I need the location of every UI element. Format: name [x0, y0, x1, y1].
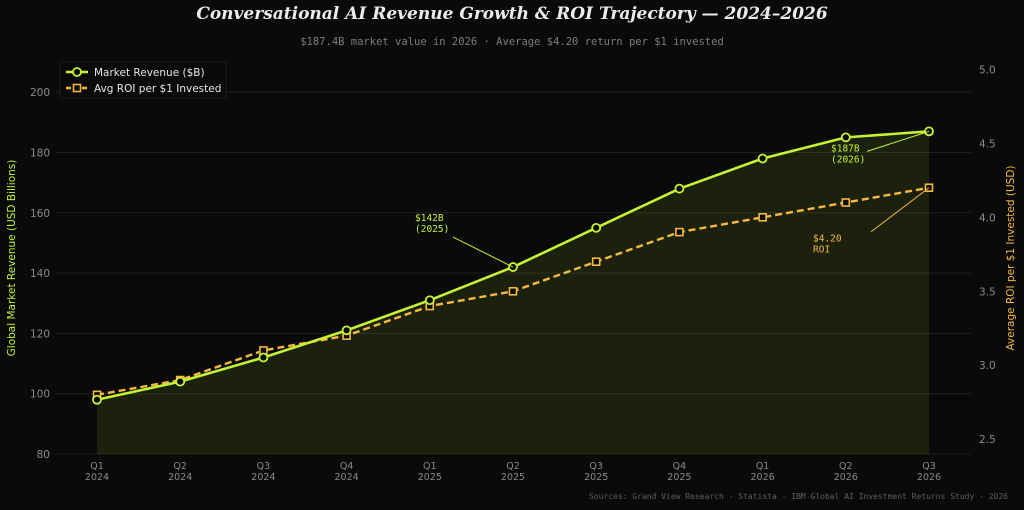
legend-revenue-marker	[72, 67, 82, 77]
revenue-point	[424, 295, 435, 306]
revenue-point	[175, 376, 186, 387]
annotation-leader	[452, 236, 514, 268]
y2-axis-title: Average ROI per $1 Invested (USD)	[1005, 165, 1017, 350]
revenue-point	[341, 325, 352, 336]
x-tick-label: Q3 2026	[917, 461, 941, 483]
revenue-point	[674, 183, 685, 194]
roi-point	[841, 198, 851, 207]
y-tick-label: 140	[30, 268, 50, 280]
x-tick-label: Q2 2025	[501, 461, 525, 483]
source-note: Sources: Grand View Research · Statista …	[588, 492, 1008, 501]
y2-tick-label: 4.5	[979, 138, 996, 150]
roi-point	[591, 257, 601, 266]
y-tick-label: 100	[30, 389, 50, 401]
x-tick-label: Q4 2025	[667, 461, 691, 483]
legend-roi-label: Avg ROI per $1 Invested	[94, 83, 221, 95]
legend-revenue-label: Market Revenue ($B)	[94, 67, 205, 79]
x-tick-label: Q1 2025	[418, 461, 442, 483]
roi-point	[758, 213, 767, 222]
revenue-point	[258, 352, 269, 363]
y2-tick-label: 2.5	[979, 434, 996, 446]
y-tick-label: 200	[30, 87, 50, 99]
y2-tick-label: 3.0	[979, 360, 996, 372]
revenue-point	[840, 132, 851, 143]
y-tick-label: 180	[30, 147, 50, 159]
legend-box	[59, 61, 227, 99]
y2-tick-label: 4.0	[979, 212, 996, 224]
annotation-label: $4.20 ROI	[813, 234, 842, 256]
y-tick-label: 80	[37, 449, 50, 461]
revenue-point	[757, 153, 768, 164]
x-tick-label: Q2 2024	[168, 461, 192, 483]
roi-point	[508, 286, 518, 296]
chart-subtitle: $187.4B market value in 2026 · Average $…	[300, 36, 724, 48]
x-tick-label: Q2 2026	[834, 461, 858, 483]
x-tick-label: Q3 2025	[584, 461, 608, 483]
annotation-label: $187B (2026)	[831, 143, 865, 165]
revenue-point	[92, 394, 102, 405]
x-tick-label: Q1 2024	[85, 461, 109, 483]
chart-title: Conversational AI Revenue Growth & ROI T…	[196, 4, 828, 24]
annotation-leader	[870, 187, 930, 233]
x-tick-label: Q4 2024	[335, 461, 359, 483]
x-tick-label: Q3 2024	[251, 461, 275, 483]
revenue-point	[591, 222, 602, 233]
y-tick-label: 160	[30, 208, 50, 220]
annotation-label: $142B (2025)	[415, 213, 449, 235]
legend: Market Revenue ($B) Avg ROI per $1 Invest…	[59, 61, 227, 99]
y-tick-label: 120	[30, 328, 50, 340]
y2-tick-label: 5.0	[979, 64, 996, 76]
y-axis-title: Global Market Revenue (USD Billions)	[6, 160, 18, 357]
x-tick-label: Q1 2026	[751, 461, 775, 483]
y2-tick-label: 3.5	[979, 286, 996, 298]
annotation-leader	[866, 130, 930, 152]
roi-point	[675, 227, 684, 237]
legend-roi-marker	[72, 83, 82, 93]
